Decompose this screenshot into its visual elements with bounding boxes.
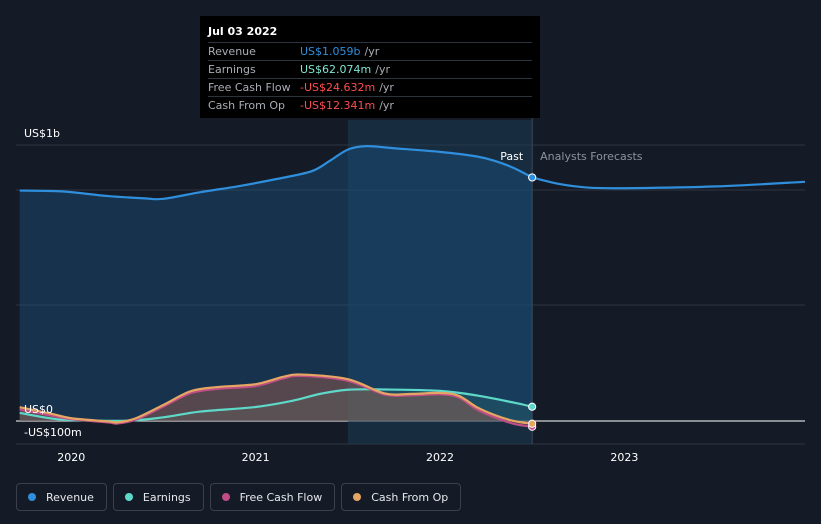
tooltip-row-unit: /yr xyxy=(379,99,394,112)
tooltip-date: Jul 03 2022 xyxy=(208,25,278,38)
tooltip-row-value: -US$12.341m xyxy=(300,99,376,112)
area-free-cash-flow xyxy=(19,375,533,427)
legend-label: Revenue xyxy=(46,490,94,504)
tooltip-row-cash-from-op: Cash From Op -US$12.341m /yr xyxy=(208,96,532,114)
legend-dot-icon xyxy=(28,493,36,501)
y-axis-label: US$0 xyxy=(24,403,53,416)
hover-markers xyxy=(528,173,537,431)
tooltip-row-value: US$62.074m xyxy=(300,63,372,76)
x-tick-label: 2020 xyxy=(57,451,85,464)
line-revenue-forecast xyxy=(531,176,806,190)
series-areas xyxy=(19,146,533,427)
line-cash-from-op xyxy=(19,373,533,425)
forecast-label: Analysts Forecasts xyxy=(540,150,643,163)
tooltip-row-value: US$1.059b xyxy=(300,45,361,58)
y-axis-label: -US$100m xyxy=(24,426,82,439)
marker-cash-from-op xyxy=(528,419,537,428)
tooltip-row-value: -US$24.632m xyxy=(300,81,376,94)
tooltip-row-unit: /yr xyxy=(379,81,394,94)
legend-item-revenue[interactable]: Revenue xyxy=(16,483,107,511)
past-label: Past xyxy=(500,150,524,163)
legend-dot-icon xyxy=(124,493,133,501)
tooltip: Jul 03 2022 Revenue US$1.059b /yr Earnin… xyxy=(200,16,540,118)
line-revenue xyxy=(19,145,533,201)
chart-canvas: US$1b US$0 -US$100m 2020 2021 2022 2023 Past A… xyxy=(16,118,806,464)
tooltip-row-unit: /yr xyxy=(375,63,390,76)
tooltip-row-name: Cash From Op xyxy=(208,99,286,112)
tooltip-row-earnings: Earnings US$62.074m /yr xyxy=(208,60,532,78)
x-tick-label: 2023 xyxy=(610,451,638,464)
x-tick-label: 2021 xyxy=(242,451,270,464)
tooltip-row-free-cash-flow: Free Cash Flow -US$24.632m /yr xyxy=(208,78,532,96)
axis-labels: US$1b US$0 -US$100m 2020 2021 2022 2023 xyxy=(24,127,638,464)
legend-dot-icon xyxy=(353,493,362,501)
legend-label: Earnings xyxy=(142,490,191,504)
area-cash-from-op xyxy=(19,374,533,424)
legend: Revenue Earnings Free Cash Flow Cash Fro… xyxy=(16,483,462,511)
legend-label: Free Cash Flow xyxy=(239,490,323,504)
area-revenue xyxy=(19,146,533,421)
tooltip-row-revenue: Revenue US$1.059b /yr xyxy=(208,42,532,60)
tooltip-row-name: Free Cash Flow xyxy=(208,81,291,94)
legend-label: Cash From Op xyxy=(371,490,449,504)
legend-item-earnings[interactable]: Earnings xyxy=(112,483,204,511)
x-tick-label: 2022 xyxy=(426,451,454,464)
marker-revenue xyxy=(528,173,537,182)
area-earnings xyxy=(19,389,533,421)
tooltip-row-name: Revenue xyxy=(208,45,256,58)
series-lines xyxy=(19,145,806,428)
legend-item-free-cash-flow[interactable]: Free Cash Flow xyxy=(209,483,336,511)
tooltip-row-name: Earnings xyxy=(208,63,256,76)
y-axis-label: US$1b xyxy=(24,127,60,140)
marker-earnings xyxy=(528,402,537,411)
legend-dot-icon xyxy=(221,493,230,501)
legend-item-cash-from-op[interactable]: Cash From Op xyxy=(341,483,462,511)
tooltip-row-unit: /yr xyxy=(364,45,380,58)
